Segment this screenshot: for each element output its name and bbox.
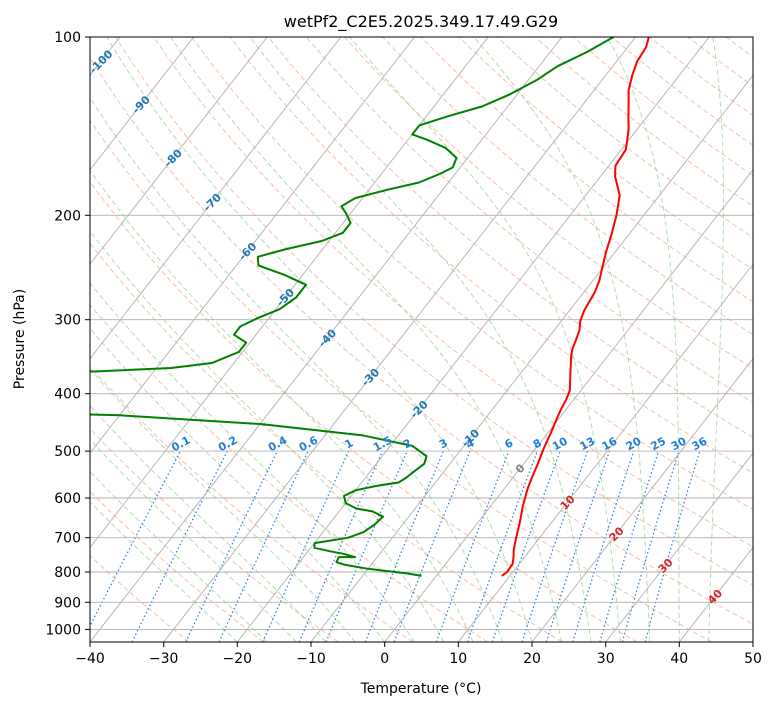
- axes: −40 −30 −20 −10 0 10 20 30 40 50 100 200 300 400 500 60…: [45, 30, 762, 667]
- isotherm-line: [163, 37, 636, 642]
- isotherms: [90, 37, 753, 642]
- mixing-ratio-line: [491, 450, 561, 642]
- y-tick-label: 300: [54, 313, 81, 329]
- moist-adiabat: [106, 37, 533, 642]
- moist-adiabat: [170, 37, 562, 642]
- pressure-gridlines: [90, 37, 753, 630]
- moist-adiabat: [349, 37, 621, 642]
- x-tick-label: −30: [149, 651, 179, 667]
- mixing-ratio-label: 10: [550, 434, 570, 453]
- isotherm-line: [236, 37, 710, 642]
- moist-adiabat: [473, 37, 651, 642]
- mixing-ratio-line: [435, 450, 510, 642]
- mixing-ratio-line: [599, 450, 660, 642]
- dry-adiabat: [90, 490, 264, 642]
- mixing-ratio-label: 30: [669, 434, 689, 453]
- chart-title: wetPf2_C2E5.2025.349.17.49.G29: [284, 12, 558, 32]
- mixing-ratio-line: [572, 450, 635, 642]
- mixing-ratio-label: 36: [690, 434, 710, 453]
- dry-adiabat: [90, 365, 414, 642]
- mixing-ratio-line: [298, 450, 384, 642]
- x-tick-label: 10: [449, 651, 467, 667]
- isotherm-line: [90, 37, 489, 549]
- x-tick-label: −10: [296, 651, 326, 667]
- dry-adiabat: [90, 181, 638, 642]
- sounding-profiles: [90, 37, 650, 577]
- mixing-ratio-line: [521, 450, 589, 642]
- mixing-ratio-line: [466, 450, 538, 642]
- plot-frame: [89, 36, 754, 643]
- mixing-ratio-label: 13: [578, 435, 598, 454]
- isotherm-line: [90, 37, 268, 265]
- isotherm-line: [90, 37, 415, 454]
- isotherm-line: [457, 263, 753, 642]
- moist-adiabat: [90, 405, 327, 642]
- mixing-ratio-label: 25: [648, 435, 668, 454]
- y-tick-label: 800: [54, 565, 81, 581]
- dry-adiabat: [344, 37, 753, 369]
- y-tick-label: 900: [54, 595, 81, 611]
- dry-adiabat: [382, 37, 753, 336]
- y-tick-label: 400: [54, 387, 81, 403]
- y-tick-label: 500: [54, 444, 81, 460]
- moist-adiabat: [90, 327, 386, 642]
- mixing-ratio-line: [364, 450, 444, 642]
- x-tick-label: 50: [744, 651, 762, 667]
- moist-adiabat: [90, 470, 268, 642]
- moist-adiabats: [90, 37, 725, 642]
- isotherm-line: [384, 169, 753, 642]
- mixing-ratio-label: 20: [624, 434, 644, 453]
- mixing-ratio-line: [262, 450, 350, 642]
- mixing-ratio-line: [545, 450, 611, 642]
- moist-adiabat: [90, 439, 297, 642]
- mixing-ratio-line: [325, 450, 408, 642]
- y-axis-label: Pressure (hPa): [12, 289, 28, 389]
- dry-adiabat: [90, 303, 488, 642]
- x-tick-label: 40: [670, 651, 688, 667]
- x-tick-label: 0: [380, 651, 389, 667]
- moist-adiabat: [249, 37, 592, 642]
- x-tick-label: −20: [223, 651, 253, 667]
- dry-adiabat: [229, 37, 753, 474]
- isotherm-line: [310, 74, 753, 642]
- moist-adiabat: [708, 37, 725, 642]
- temperature-profile-line: [501, 37, 650, 577]
- mixing-ratio-line: [621, 450, 680, 642]
- x-tick-label: 30: [597, 651, 615, 667]
- isotherm-line: [90, 37, 194, 171]
- y-tick-label: 1000: [45, 622, 81, 638]
- dry-adiabat: [90, 554, 190, 642]
- mixing-ratio-label: 16: [600, 434, 620, 453]
- dry-adiabat: [90, 119, 712, 642]
- dry-adiabat: [305, 37, 753, 403]
- y-tick-label: 200: [54, 208, 81, 224]
- dry-adiabat: [90, 56, 753, 625]
- dry-adiabat: [90, 242, 563, 642]
- y-tick-label: 700: [54, 531, 81, 547]
- isotherm-line: [90, 37, 563, 642]
- moist-adiabat: [606, 37, 680, 642]
- x-tick-label: −40: [75, 651, 105, 667]
- x-tick-label: 20: [523, 651, 541, 667]
- x-axis-label: Temperature (°C): [360, 681, 482, 697]
- isotherm-line: [605, 452, 753, 642]
- moist-adiabat: [90, 230, 445, 642]
- y-tick-label: 600: [54, 491, 81, 507]
- dry-adiabat: [115, 37, 753, 586]
- moist-adiabat: [90, 368, 356, 642]
- y-tick-label: 100: [54, 30, 81, 46]
- isotherm-line: [531, 357, 753, 642]
- dewpoint-profile-line: [90, 37, 614, 577]
- isotherm-line: [90, 37, 342, 360]
